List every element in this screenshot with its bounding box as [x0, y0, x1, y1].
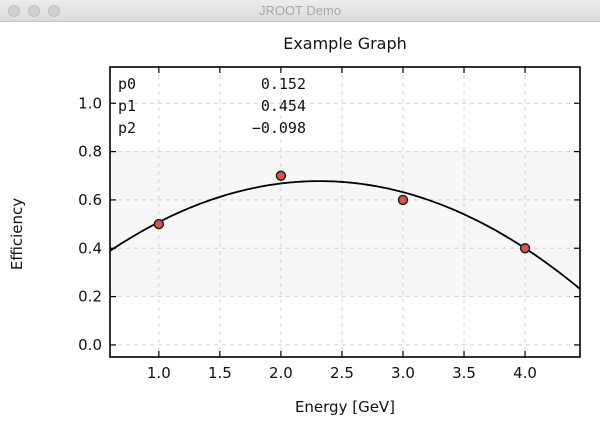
data-points: [153, 170, 531, 254]
data-point: [397, 194, 409, 206]
chart-title: Example Graph: [283, 34, 407, 53]
fit-param-name: p2: [118, 119, 136, 137]
window-title: JROOT Demo: [258, 3, 342, 18]
fit-param-value: −0.098: [252, 119, 306, 137]
title-bar: JROOT Demo: [0, 0, 600, 22]
x-tick-label: 1.5: [208, 364, 232, 382]
x-tick-label: 2.0: [269, 364, 293, 382]
x-tick-label: 1.0: [147, 364, 171, 382]
axis-ticks: 1.0 1.5 2.0 2.5 3.0 3.5 4.0 0.0 0.2 0.4 0.6 0.8 1.0: [78, 67, 580, 382]
y-tick-label: 0.2: [78, 288, 102, 306]
x-tick-label: 2.5: [330, 364, 354, 382]
x-tick-label: 3.0: [391, 364, 415, 382]
y-axis-label: Efficiency: [8, 198, 26, 270]
fit-param-name: p1: [118, 97, 136, 115]
fit-layer: [109, 180, 581, 290]
fit-param-value: 0.152: [261, 75, 306, 93]
graph-canvas: Example Graph 1.0 1.5 2.0 2.5 3.0 3.5 4.0 0.0 0.…: [8, 34, 581, 416]
zoom-window-button[interactable]: [48, 5, 60, 17]
close-window-button[interactable]: [8, 5, 20, 17]
y-tick-label: 0.4: [78, 239, 102, 257]
fit-parameters: p0 0.152 p1 0.454 p2 −0.098: [118, 75, 306, 137]
y-tick-label: 0.6: [78, 191, 102, 209]
y-tick-label: 0.8: [78, 143, 102, 161]
x-tick-label: 4.0: [513, 364, 537, 382]
x-axis-label: Energy [GeV]: [295, 398, 395, 416]
fit-param-value: 0.454: [261, 97, 306, 115]
grid: [110, 67, 580, 357]
plot-band: [110, 151, 580, 297]
data-point: [153, 218, 165, 230]
fit-param-name: p0: [118, 75, 136, 93]
data-point: [519, 243, 531, 254]
y-tick-label: 1.0: [78, 94, 102, 112]
x-tick-label: 3.5: [452, 364, 476, 382]
plot-frame: [109, 66, 581, 358]
minimize-window-button[interactable]: [28, 5, 40, 17]
fit-curve: [109, 180, 581, 290]
y-tick-label: 0.0: [78, 336, 102, 354]
data-point: [275, 170, 287, 181]
